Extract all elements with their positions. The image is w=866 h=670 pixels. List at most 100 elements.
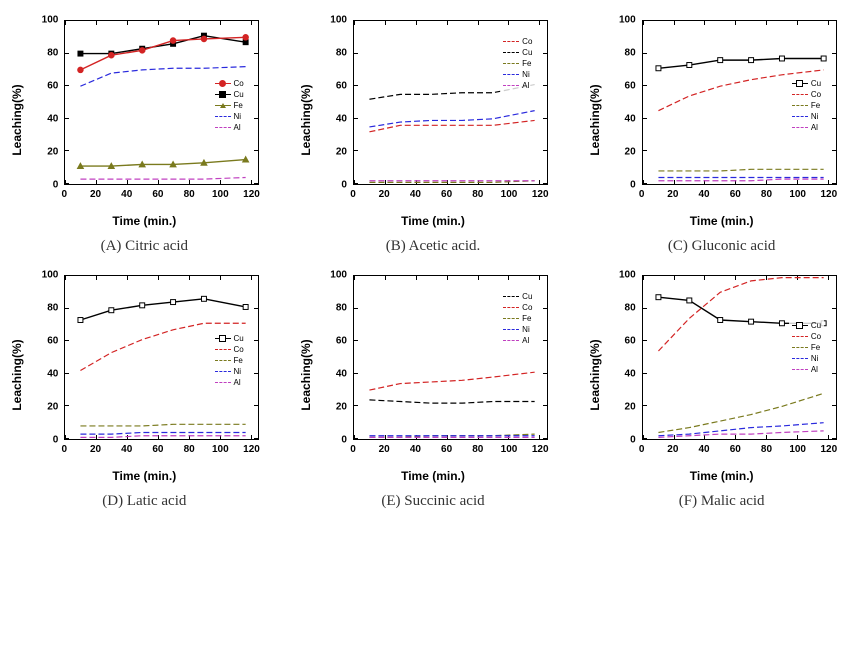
- legend-label: Co: [522, 36, 532, 47]
- legend-label: Cu: [811, 320, 821, 331]
- legend-item-cu: Cu: [792, 320, 821, 331]
- legend-label: Cu: [811, 78, 821, 89]
- legend-item-al: Al: [503, 335, 532, 346]
- legend-label: Cu: [234, 333, 244, 344]
- y-tick: 40: [625, 114, 636, 125]
- legend-label: Ni: [234, 366, 242, 377]
- x-tick: 40: [121, 444, 132, 455]
- x-tick: 80: [184, 189, 195, 200]
- y-tick: 0: [341, 435, 347, 446]
- marker-cu: [748, 58, 753, 63]
- chart-grid: Leaching(%)Time (min.)020406080100020406…: [10, 10, 856, 510]
- legend-item-ni: Ni: [215, 366, 244, 377]
- legend-label: Co: [811, 331, 821, 342]
- y-tick: 0: [630, 180, 636, 191]
- y-tick: 60: [625, 81, 636, 92]
- legend-item-al: Al: [215, 377, 244, 388]
- y-tick: 20: [336, 402, 347, 413]
- y-tick: 100: [42, 15, 59, 26]
- marker-co: [140, 48, 146, 54]
- marker-fe: [170, 161, 176, 166]
- marker-cu: [140, 303, 145, 308]
- legend-label: Fe: [522, 58, 531, 69]
- marker-co: [202, 36, 208, 42]
- y-tick: 80: [625, 48, 636, 59]
- legend-label: Cu: [522, 291, 532, 302]
- y-tick: 80: [47, 303, 58, 314]
- legend-item-fe: Fe: [215, 100, 244, 111]
- x-axis-label: Time (min.): [690, 469, 754, 483]
- legend-label: Co: [234, 78, 244, 89]
- marker-fe: [109, 163, 115, 168]
- y-tick: 100: [330, 15, 347, 26]
- x-tick: 60: [441, 189, 452, 200]
- y-tick: 40: [47, 369, 58, 380]
- panel-d: Leaching(%)Time (min.)020406080100020406…: [10, 265, 279, 510]
- y-tick: 20: [625, 147, 636, 158]
- legend-label: Co: [811, 89, 821, 100]
- x-tick: 60: [152, 189, 163, 200]
- legend-label: Al: [234, 122, 241, 133]
- x-axis-label: Time (min.): [112, 214, 176, 228]
- x-tick: 20: [379, 444, 390, 455]
- legend-item-fe: Fe: [503, 313, 532, 324]
- legend-item-fe: Fe: [215, 355, 244, 366]
- legend-item-co: Co: [215, 344, 244, 355]
- legend: CuCoFeNiAl: [500, 289, 535, 348]
- y-tick: 80: [47, 48, 58, 59]
- legend-label: Fe: [234, 100, 243, 111]
- chart-frame: Leaching(%)Time (min.)020406080100020406…: [308, 265, 558, 485]
- legend-item-al: Al: [215, 122, 244, 133]
- x-tick: 80: [761, 189, 772, 200]
- marker-fe: [243, 157, 249, 162]
- x-tick: 40: [410, 189, 421, 200]
- x-tick: 80: [472, 189, 483, 200]
- legend-item-al: Al: [792, 122, 821, 133]
- y-tick: 40: [336, 369, 347, 380]
- y-tick: 100: [330, 270, 347, 281]
- marker-cu: [779, 56, 784, 61]
- marker-cu: [78, 318, 83, 323]
- legend-label: Al: [234, 377, 241, 388]
- legend: CuCoFeNiAl: [212, 331, 247, 390]
- marker-cu: [171, 300, 176, 305]
- legend-label: Ni: [522, 324, 530, 335]
- legend-label: Al: [811, 122, 818, 133]
- panel-e: Leaching(%)Time (min.)020406080100020406…: [299, 265, 568, 510]
- x-tick: 20: [379, 189, 390, 200]
- legend: CoCuFeNiAl: [212, 76, 247, 135]
- x-axis-label: Time (min.): [401, 214, 465, 228]
- y-tick: 20: [47, 147, 58, 158]
- legend-item-cu: Cu: [503, 291, 532, 302]
- panel-caption: (D) Latic acid: [102, 493, 186, 510]
- legend-item-cu: Cu: [503, 47, 532, 58]
- y-tick: 100: [619, 15, 636, 26]
- x-tick: 80: [761, 444, 772, 455]
- marker-cu: [748, 319, 753, 324]
- panel-caption: (F) Malic acid: [679, 493, 765, 510]
- legend-item-fe: Fe: [792, 100, 821, 111]
- plot-area: CoCuFeNiAl: [353, 20, 548, 185]
- plot-area: CuCoFeNiAl: [642, 20, 837, 185]
- legend-label: Fe: [811, 342, 820, 353]
- x-tick: 20: [667, 444, 678, 455]
- marker-cu: [717, 58, 722, 63]
- marker-co: [171, 38, 177, 44]
- legend-item-al: Al: [503, 80, 532, 91]
- x-tick: 0: [639, 444, 645, 455]
- y-tick: 0: [341, 180, 347, 191]
- x-tick: 120: [821, 444, 838, 455]
- marker-fe: [140, 161, 146, 166]
- y-tick: 60: [47, 81, 58, 92]
- legend-label: Cu: [522, 47, 532, 58]
- y-tick: 100: [42, 270, 59, 281]
- plot-area: CuCoFeNiAl: [64, 275, 259, 440]
- x-tick: 100: [789, 444, 806, 455]
- x-axis-label: Time (min.): [112, 469, 176, 483]
- panel-caption: (B) Acetic acid.: [386, 238, 481, 255]
- legend-item-ni: Ni: [792, 111, 821, 122]
- y-tick: 20: [625, 402, 636, 413]
- panel-a: Leaching(%)Time (min.)020406080100020406…: [10, 10, 279, 255]
- legend: CuCoFeNiAl: [789, 76, 824, 135]
- x-tick: 120: [243, 189, 260, 200]
